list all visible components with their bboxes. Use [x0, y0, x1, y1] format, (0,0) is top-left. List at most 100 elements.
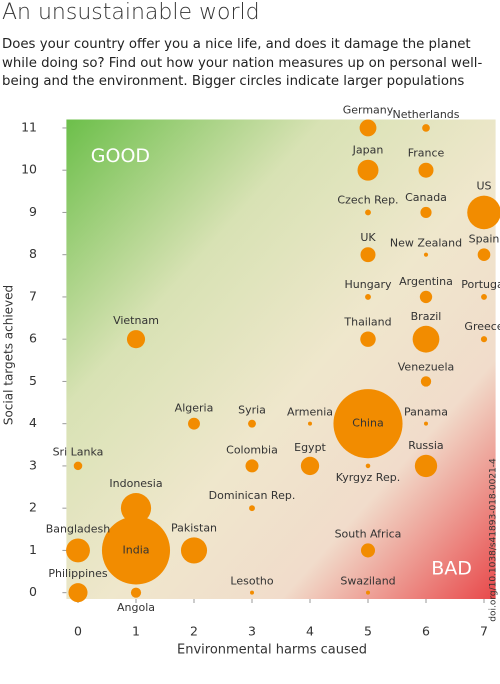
bubble — [333, 389, 403, 459]
bubble — [420, 206, 432, 219]
bubble — [300, 456, 320, 476]
x-tick-label: 7 — [480, 624, 488, 639]
point-label: Bangladesh — [46, 522, 111, 535]
bubble — [357, 159, 379, 181]
point-label: Kyrgyz Rep. — [336, 471, 400, 484]
chart-subtitle: Does your country offer you a nice life,… — [2, 37, 483, 89]
bubble — [130, 587, 142, 598]
point-label: Swaziland — [340, 575, 395, 588]
point-label: Czech Rep. — [337, 194, 398, 207]
chart-title: An unsustainable world — [2, 0, 260, 25]
point-label: Indonesia — [109, 477, 162, 490]
bubble — [250, 590, 254, 595]
point-label: China — [352, 417, 383, 430]
bubble — [477, 248, 491, 261]
y-tick-label: 2 — [29, 500, 37, 515]
point-label: Pakistan — [171, 521, 217, 534]
bubble — [418, 162, 434, 178]
x-tick-label: 3 — [248, 624, 256, 639]
bubble — [414, 454, 438, 478]
x-tick-label: 5 — [364, 624, 372, 639]
bubble — [366, 590, 370, 595]
bubble — [188, 417, 200, 430]
bubble — [467, 195, 500, 230]
bubble — [248, 419, 256, 428]
x-tick-label: 1 — [132, 624, 140, 639]
point-label: Egypt — [294, 441, 326, 454]
point-label: Hungary — [345, 278, 392, 291]
point-label: Algeria — [175, 402, 214, 415]
point-label: India — [123, 543, 150, 556]
bubble — [249, 505, 255, 512]
x-axis-label: Environmental harms caused — [177, 643, 367, 658]
bubble — [73, 461, 83, 471]
point-label: US — [476, 180, 491, 193]
bubble — [481, 293, 487, 300]
bubble — [68, 583, 88, 603]
point-label: Angola — [117, 601, 155, 614]
annotation: BAD — [431, 558, 472, 580]
bubble — [412, 325, 440, 353]
source: doi.org/10.1038/s41893-018-0021-4 — [489, 458, 499, 622]
point-label: Germany — [343, 104, 394, 117]
point-label: Colombia — [226, 443, 278, 456]
bubble — [180, 537, 208, 564]
point-label: Argentina — [399, 275, 453, 288]
x-tick-label: 4 — [306, 624, 314, 639]
point-label: Portugal — [461, 278, 500, 291]
point-label: Greece — [464, 320, 500, 333]
annotation: GOOD — [91, 145, 150, 167]
x-tick-label: 2 — [190, 624, 198, 639]
point-label: Panama — [404, 406, 448, 419]
y-tick-label: 4 — [29, 415, 37, 430]
bubble — [359, 119, 377, 137]
y-tick-label: 11 — [21, 119, 37, 134]
bubble — [423, 252, 429, 257]
y-tick-label: 9 — [29, 204, 37, 219]
bubble — [365, 293, 371, 300]
y-axis-label: Social targets achieved — [2, 285, 16, 425]
y-tick-label: 6 — [29, 331, 37, 346]
point-label: Spain — [469, 232, 500, 245]
y-tick-label: 5 — [29, 373, 37, 388]
y-tick-label: 7 — [29, 288, 37, 303]
x-tick-label: 0 — [74, 624, 82, 639]
point-label: South Africa — [335, 527, 402, 540]
point-label: Philippines — [48, 567, 108, 580]
point-label: Japan — [352, 144, 384, 157]
point-label: New Zealand — [390, 237, 462, 250]
y-tick-label: 1 — [29, 542, 37, 557]
bubble — [365, 209, 371, 216]
y-tick-label: 3 — [29, 457, 37, 472]
bubble — [480, 336, 488, 343]
y-tick-label: 0 — [29, 584, 37, 599]
point-label: Armenia — [287, 406, 333, 419]
bubble — [419, 290, 433, 304]
point-label: Venezuela — [398, 360, 455, 373]
point-label: Netherlands — [392, 108, 459, 121]
point-label: Lesotho — [230, 575, 273, 588]
bubble — [360, 331, 376, 347]
bubble — [424, 421, 428, 426]
bubble — [360, 247, 376, 263]
bubble — [422, 124, 430, 132]
bubble — [245, 459, 259, 473]
point-label: Thailand — [343, 315, 391, 328]
bubble — [120, 493, 152, 524]
y-tick-label: 10 — [21, 162, 37, 177]
bubble — [308, 421, 312, 426]
point-label: Sri Lanka — [53, 446, 104, 459]
point-label: France — [408, 147, 445, 160]
x-tick-label: 6 — [422, 624, 430, 639]
point-label: Vietnam — [113, 314, 159, 327]
point-label: Brazil — [411, 310, 442, 323]
point-label: Syria — [238, 404, 266, 417]
point-label: Russia — [408, 439, 443, 452]
point-label: Dominican Rep. — [209, 489, 296, 502]
bubble — [126, 330, 146, 349]
bubble — [365, 463, 371, 469]
point-label: Canada — [405, 191, 447, 204]
bubble — [66, 538, 90, 563]
